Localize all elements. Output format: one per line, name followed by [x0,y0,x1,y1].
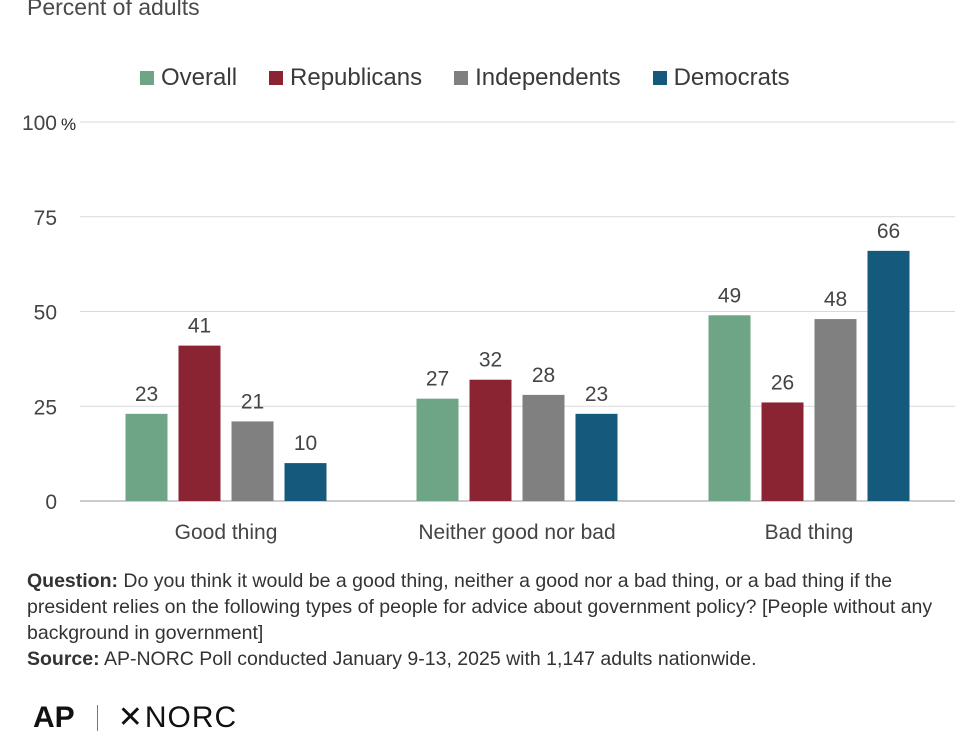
data-label: 21 [241,390,264,413]
data-label: 32 [479,349,502,372]
bar-chart: 0 25 50 75 100 % 23 41 21 10 Good thing 27 32 28 23 Nei… [22,112,955,544]
y-tick-label: 25 [34,396,57,419]
legend-swatch [269,71,284,85]
data-label: 48 [824,288,847,311]
legend-label: Overall [161,64,238,91]
question-label: Question: [27,570,118,592]
question-text: Do you think it would be a good thing, n… [27,570,933,644]
bar [708,315,751,501]
bar [469,379,512,501]
source-note: Source: AP-NORC Poll conducted January 9… [27,646,957,672]
data-label: 10 [294,432,317,455]
bar [178,345,221,501]
legend-swatch [140,71,154,85]
legend-swatch [454,71,469,85]
bar [761,402,804,501]
legend-entry: Republicans [269,64,422,92]
legend-entry: Overall [140,64,237,92]
data-label: 41 [188,315,211,338]
legend-entry: Democrats [652,64,790,92]
data-label: 49 [718,284,741,307]
bar [125,413,168,501]
bar [284,463,327,501]
legend-label: Democrats [673,64,790,91]
bar [231,421,274,501]
bar [416,398,459,501]
legend-entry: Independents [454,64,621,92]
legend-label: Independents [475,64,621,91]
question-note: Question: Do you think it would be a goo… [27,568,957,646]
source-text: AP-NORC Poll conducted January 9-13, 202… [103,648,757,670]
ap-logo: AP [33,700,75,734]
bar [522,394,565,501]
bar [814,319,857,501]
y-unit-label: % [61,115,76,134]
source-label: Source: [27,648,100,670]
x-tick-label: Bad thing [765,521,854,544]
chart-legend: Overall Republicans Independents Democrats [140,64,822,92]
y-tick-label: 50 [34,302,57,325]
chart-footer: Question: Do you think it would be a goo… [27,568,957,672]
logo-divider [96,704,98,731]
x-tick-label: Good thing [175,521,278,544]
bar [575,413,618,501]
data-label: 23 [135,383,158,406]
y-tick-label: 0 [45,491,57,514]
x-tick-label: Neither good nor bad [418,521,615,544]
data-label: 28 [532,364,555,387]
norc-logo-mark-icon: ✕ [117,701,143,734]
data-label: 26 [771,371,794,394]
data-label: 66 [877,220,900,243]
y-tick-label: 100 [22,112,57,135]
y-tick-label: 75 [34,207,57,230]
bar [867,250,910,501]
chart-subtitle: Percent of adults [27,0,200,20]
data-label: 27 [426,368,449,391]
norc-logo: NORC [144,700,238,734]
data-label: 23 [585,383,608,406]
legend-swatch [652,71,667,85]
legend-label: Republicans [290,64,423,91]
logos: AP ✕ NORC [33,700,237,735]
